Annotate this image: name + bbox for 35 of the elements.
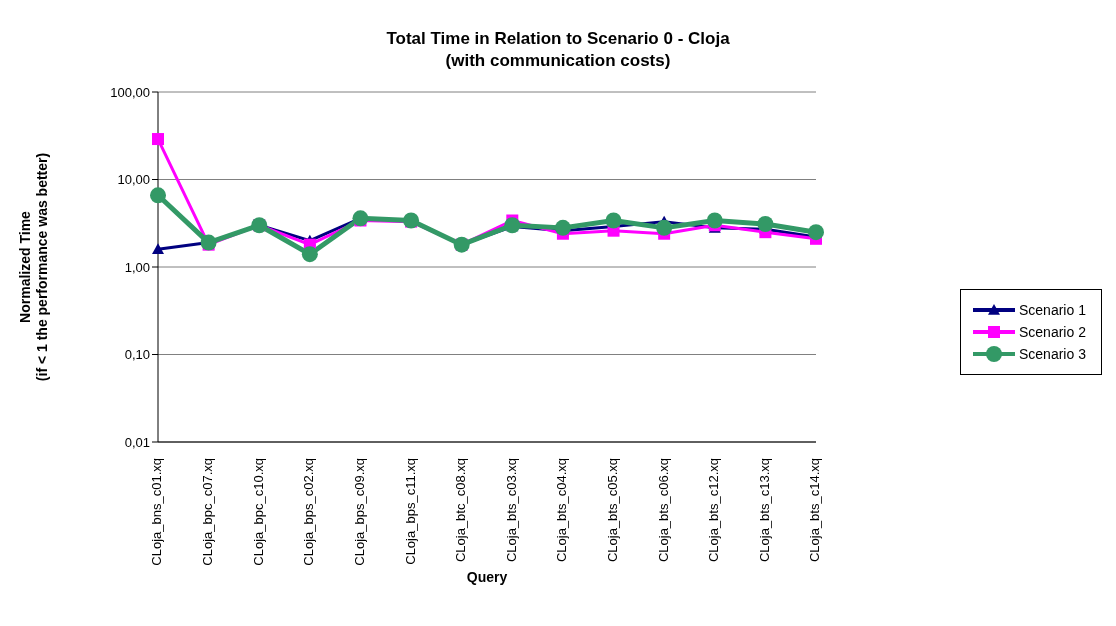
point — [554, 219, 571, 236]
x-tick-label: CLoja_btc_c08.xq — [453, 458, 469, 563]
y-tick-label: 10,00 — [117, 172, 150, 188]
y-tick-label: 100,00 — [110, 84, 150, 100]
y-tick-label: 0,01 — [124, 434, 150, 450]
point — [301, 246, 318, 263]
x-axis-title: Query — [466, 569, 508, 585]
point — [152, 243, 164, 254]
x-tick-label: CLoja_bps_c11.xq — [402, 458, 418, 565]
x-tick-label: CLoja_bpc_c07.xq — [200, 458, 216, 566]
x-tick-label: CLoja_bts_c06.xq — [655, 458, 671, 563]
y-tick-label: 1,00 — [124, 259, 150, 275]
x-tick-label: CLoja_bts_c05.xq — [604, 458, 620, 563]
x-tick-label: CLoja_bts_c03.xq — [503, 458, 519, 563]
x-tick-label: CLoja_bts_c12.xq — [706, 458, 722, 563]
x-tick-label: CLoja_bts_c04.xq — [554, 458, 570, 563]
x-tick-label: CLoja_bns_c01.xq — [149, 458, 165, 566]
x-tick-label: CLoja_bps_c09.xq — [351, 458, 367, 566]
point — [605, 212, 622, 229]
point — [656, 219, 673, 236]
point — [757, 216, 774, 233]
point — [150, 187, 166, 204]
point — [808, 224, 824, 241]
chart-title: Total Time in Relation to Scenario 0 - Cloja (with communication costs) — [385, 28, 731, 72]
point — [152, 133, 164, 146]
x-tick-label: CLoja_bps_c02.xq — [301, 458, 317, 566]
legend-label: Scenario 1 — [1019, 302, 1086, 318]
point — [706, 212, 723, 229]
x-tick-label: CLoja_bts_c14.xq — [807, 458, 823, 563]
legend-label: Scenario 3 — [1019, 346, 1086, 362]
y-axis-title: Normalized Time (if < 1 the performance was better) — [17, 152, 50, 382]
legend-label: Scenario 2 — [1019, 324, 1086, 340]
x-tick-label: CLoja_bpc_c10.xq — [250, 458, 266, 566]
y-tick-label: 0,10 — [124, 347, 150, 363]
x-tick-label: CLoja_bts_c13.xq — [756, 458, 772, 563]
